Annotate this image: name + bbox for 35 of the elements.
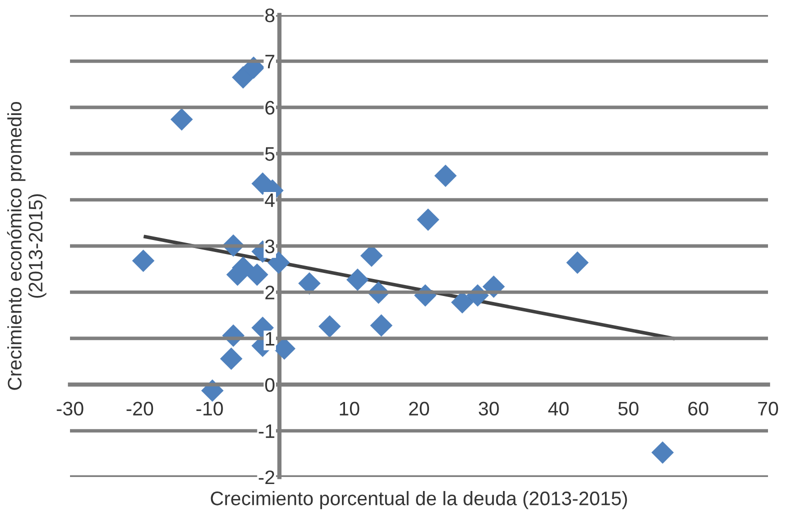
y-tick-label: 1 [266, 332, 274, 346]
x-axis-title: Crecimiento porcentual de la deuda (2013-2015) [210, 491, 627, 510]
x-tick-label: 20 [409, 402, 430, 416]
point [220, 348, 242, 370]
point [132, 250, 154, 272]
point [416, 208, 440, 231]
point [318, 315, 341, 338]
point [246, 263, 268, 286]
x-tick-label: 60 [688, 402, 708, 416]
y-tick-label: 6 [265, 100, 274, 115]
y-tick-label: 8 [265, 8, 274, 22]
y-tick-label: 5 [265, 147, 274, 161]
x-tick-label: 40 [548, 402, 569, 416]
y-tick-label: 7 [265, 54, 274, 68]
x-tick-label: 10 [340, 402, 360, 416]
point [170, 108, 193, 131]
x-tick-label: -10 [196, 402, 223, 416]
x-tick-label: 30 [478, 402, 499, 416]
x-tick-label: -30 [56, 402, 84, 416]
y-tick-label: -2 [258, 470, 274, 484]
y-axis-title: Crecimiento económico promedio (2013-2015) [7, 102, 46, 390]
point [434, 164, 457, 187]
y-tick-label: 3 [265, 239, 274, 254]
point [651, 441, 674, 464]
x-tick-label: 50 [618, 402, 638, 416]
y-tick-label: -1 [258, 424, 274, 438]
point [298, 272, 321, 295]
x-tick-label: -20 [126, 402, 154, 416]
point [566, 251, 589, 274]
x-tick-label: 70 [758, 402, 778, 416]
y-tick-label: 4 [264, 193, 275, 207]
point [346, 268, 369, 291]
point [370, 314, 393, 337]
y-tick-label: 0 [265, 378, 274, 392]
y-tick-label: 2 [265, 286, 274, 300]
